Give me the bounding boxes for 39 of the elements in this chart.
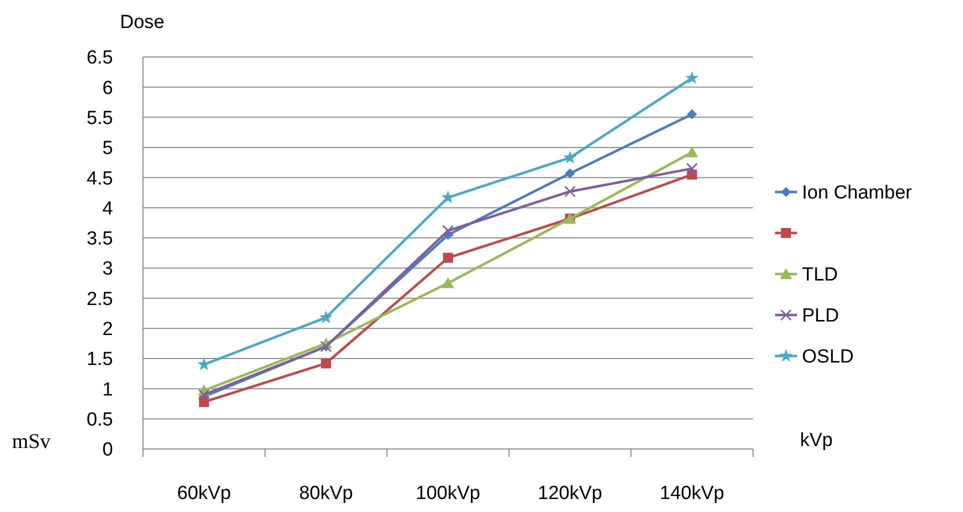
point	[442, 277, 454, 288]
y-axis-title: Dose	[120, 12, 164, 33]
point	[321, 358, 331, 368]
text: mSv	[12, 429, 52, 453]
y-tick-label: 6	[102, 78, 113, 99]
point	[563, 150, 577, 164]
x-tick-label: 80kVp	[299, 483, 353, 504]
legend-label: OSLD	[802, 346, 854, 368]
y-tick-label: 5	[102, 138, 113, 160]
x-tick-label: 60kVp	[177, 483, 231, 504]
legend-label: TLD	[802, 264, 838, 286]
x-tick-label: 120kVp	[538, 483, 602, 504]
y-tick-label: 2.5	[86, 288, 113, 310]
point	[198, 388, 210, 400]
y-tick-label: 1.5	[86, 349, 113, 370]
legend-label: PLD	[802, 306, 839, 327]
point	[687, 109, 697, 120]
y-tick-label: 4.5	[86, 168, 113, 190]
y-tick-label: 3.5	[86, 228, 113, 250]
x-axis-title: kVp	[800, 430, 833, 451]
y-tick-label: 3	[102, 258, 113, 280]
point	[686, 162, 698, 174]
x-tick-label: 140kVp	[660, 483, 724, 504]
point	[443, 252, 453, 263]
y-tick-label: 0	[102, 440, 113, 461]
point	[564, 186, 576, 198]
point	[319, 310, 333, 324]
point	[685, 71, 699, 84]
y-tick-label: 5.5	[86, 108, 113, 129]
y-tick-label: 2	[102, 319, 113, 340]
point	[442, 224, 454, 236]
legend-label: Ion Chamber	[802, 182, 913, 204]
point	[565, 168, 575, 178]
y-tick-label: 4	[102, 198, 114, 220]
y-tick-label: 6.5	[86, 48, 113, 69]
x-tick-label: 100kVp	[416, 483, 480, 504]
y-tick-label: 1	[102, 379, 113, 400]
y-tick-label: 0.5	[86, 409, 113, 430]
point	[686, 146, 698, 158]
